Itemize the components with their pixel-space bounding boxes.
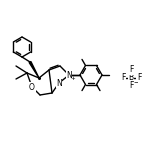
Polygon shape	[29, 62, 39, 78]
Text: O: O	[29, 83, 35, 92]
Text: F: F	[121, 74, 125, 83]
Text: B: B	[128, 74, 134, 83]
Text: −: −	[133, 79, 138, 85]
Text: F: F	[137, 74, 141, 83]
Text: N: N	[66, 71, 72, 79]
Text: +: +	[71, 76, 75, 81]
Text: F: F	[129, 66, 133, 74]
Text: N: N	[56, 78, 62, 88]
Text: F: F	[129, 81, 133, 90]
